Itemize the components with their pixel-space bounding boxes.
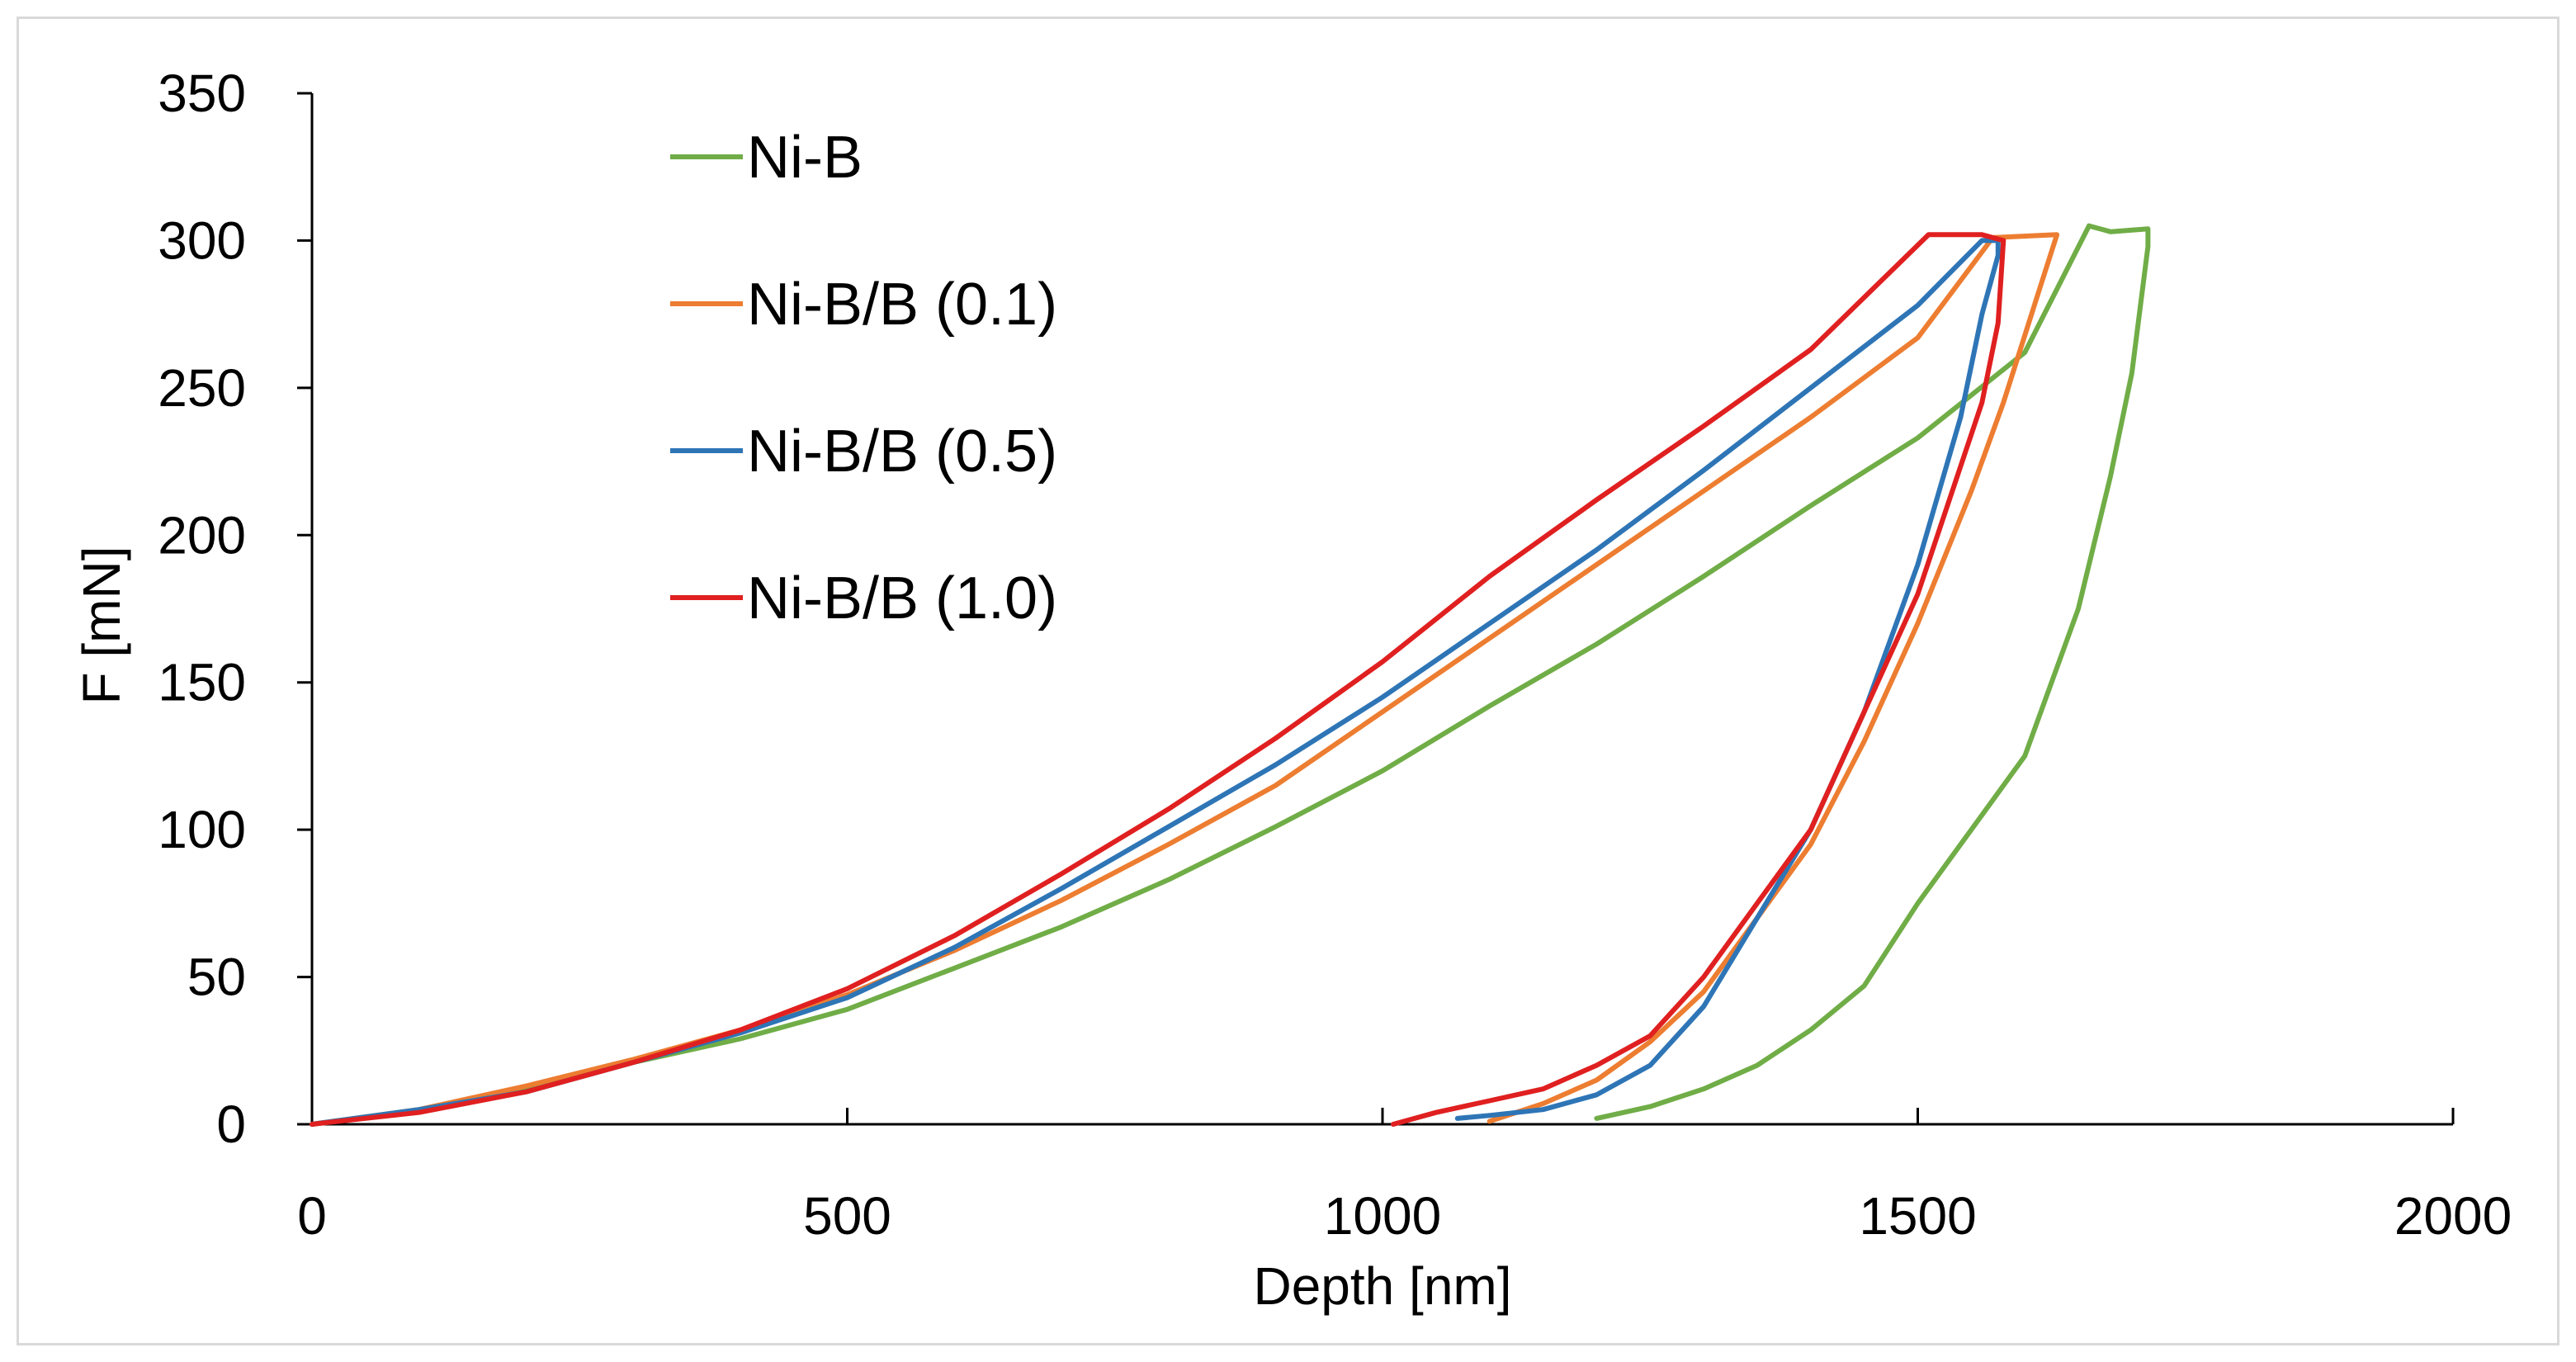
- legend-label: Ni-B/B (0.5): [747, 419, 1057, 485]
- y-tick-label: 200: [158, 505, 246, 565]
- x-ticks: 0 500 1000 1500 2000: [297, 1108, 2512, 1246]
- y-ticks: 0 50 100 150 200 250 300 350: [158, 64, 312, 1154]
- legend: Ni-B Ni-B/B (0.1) Ni-B/B (0.5) Ni-B/B (1.0): [670, 125, 1057, 631]
- series-line-ni-b: [310, 223, 2151, 1127]
- legend-label: Ni-B: [747, 125, 863, 191]
- y-tick-label: 100: [158, 800, 246, 859]
- series-layer: [310, 223, 2151, 1127]
- series-line-ni-b-b-0-1: [310, 232, 2060, 1127]
- x-tick-label: 1500: [1859, 1186, 1976, 1246]
- series-line-ni-b-b-1-0: [310, 232, 2006, 1127]
- y-tick-label: 150: [158, 653, 246, 712]
- y-axis-title: F [mN]: [72, 546, 131, 705]
- x-tick-label: 500: [803, 1186, 891, 1246]
- y-tick-label: 0: [216, 1095, 246, 1154]
- y-tick-label: 50: [187, 948, 246, 1007]
- y-tick-label: 300: [158, 210, 246, 270]
- series-line-ni-b-b-0-5: [310, 238, 2001, 1127]
- legend-label: Ni-B/B (1.0): [747, 565, 1057, 631]
- y-tick-label: 250: [158, 358, 246, 418]
- axes: 0 50 100 150 200 250 300 350 0 500 1000 1500 2000: [158, 64, 2512, 1246]
- x-tick-label: 2000: [2394, 1186, 2512, 1246]
- x-tick-label: 0: [297, 1186, 327, 1246]
- x-axis-title: Depth [nm]: [1253, 1256, 1511, 1316]
- x-tick-label: 1000: [1324, 1186, 1441, 1246]
- y-tick-label: 350: [158, 64, 246, 123]
- legend-label: Ni-B/B (0.1): [747, 272, 1057, 338]
